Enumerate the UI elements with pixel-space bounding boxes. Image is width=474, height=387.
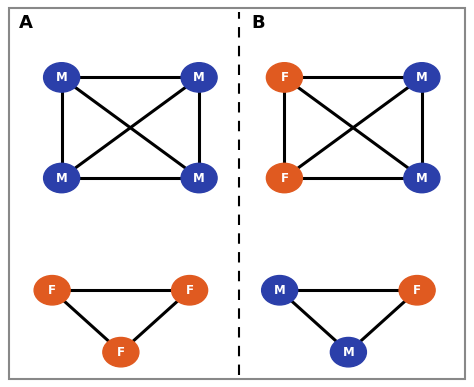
Text: M: M [193, 71, 205, 84]
Circle shape [181, 163, 217, 193]
Circle shape [44, 63, 80, 92]
Text: F: F [281, 171, 288, 185]
Text: F: F [281, 71, 288, 84]
Text: M: M [193, 171, 205, 185]
Circle shape [262, 276, 298, 305]
Circle shape [44, 163, 80, 193]
Circle shape [181, 63, 217, 92]
Text: F: F [117, 346, 125, 359]
Text: M: M [56, 171, 67, 185]
Circle shape [266, 163, 302, 193]
Text: F: F [186, 284, 193, 297]
Circle shape [404, 163, 440, 193]
Text: M: M [274, 284, 285, 297]
Circle shape [34, 276, 70, 305]
Circle shape [330, 337, 366, 367]
Text: F: F [413, 284, 421, 297]
Text: B: B [251, 14, 265, 32]
Circle shape [404, 63, 440, 92]
Circle shape [399, 276, 435, 305]
Text: M: M [56, 71, 67, 84]
Text: A: A [19, 14, 33, 32]
Text: F: F [48, 284, 56, 297]
Text: M: M [416, 171, 428, 185]
Circle shape [103, 337, 139, 367]
Text: M: M [343, 346, 354, 359]
Circle shape [266, 63, 302, 92]
Text: M: M [416, 71, 428, 84]
Circle shape [172, 276, 208, 305]
